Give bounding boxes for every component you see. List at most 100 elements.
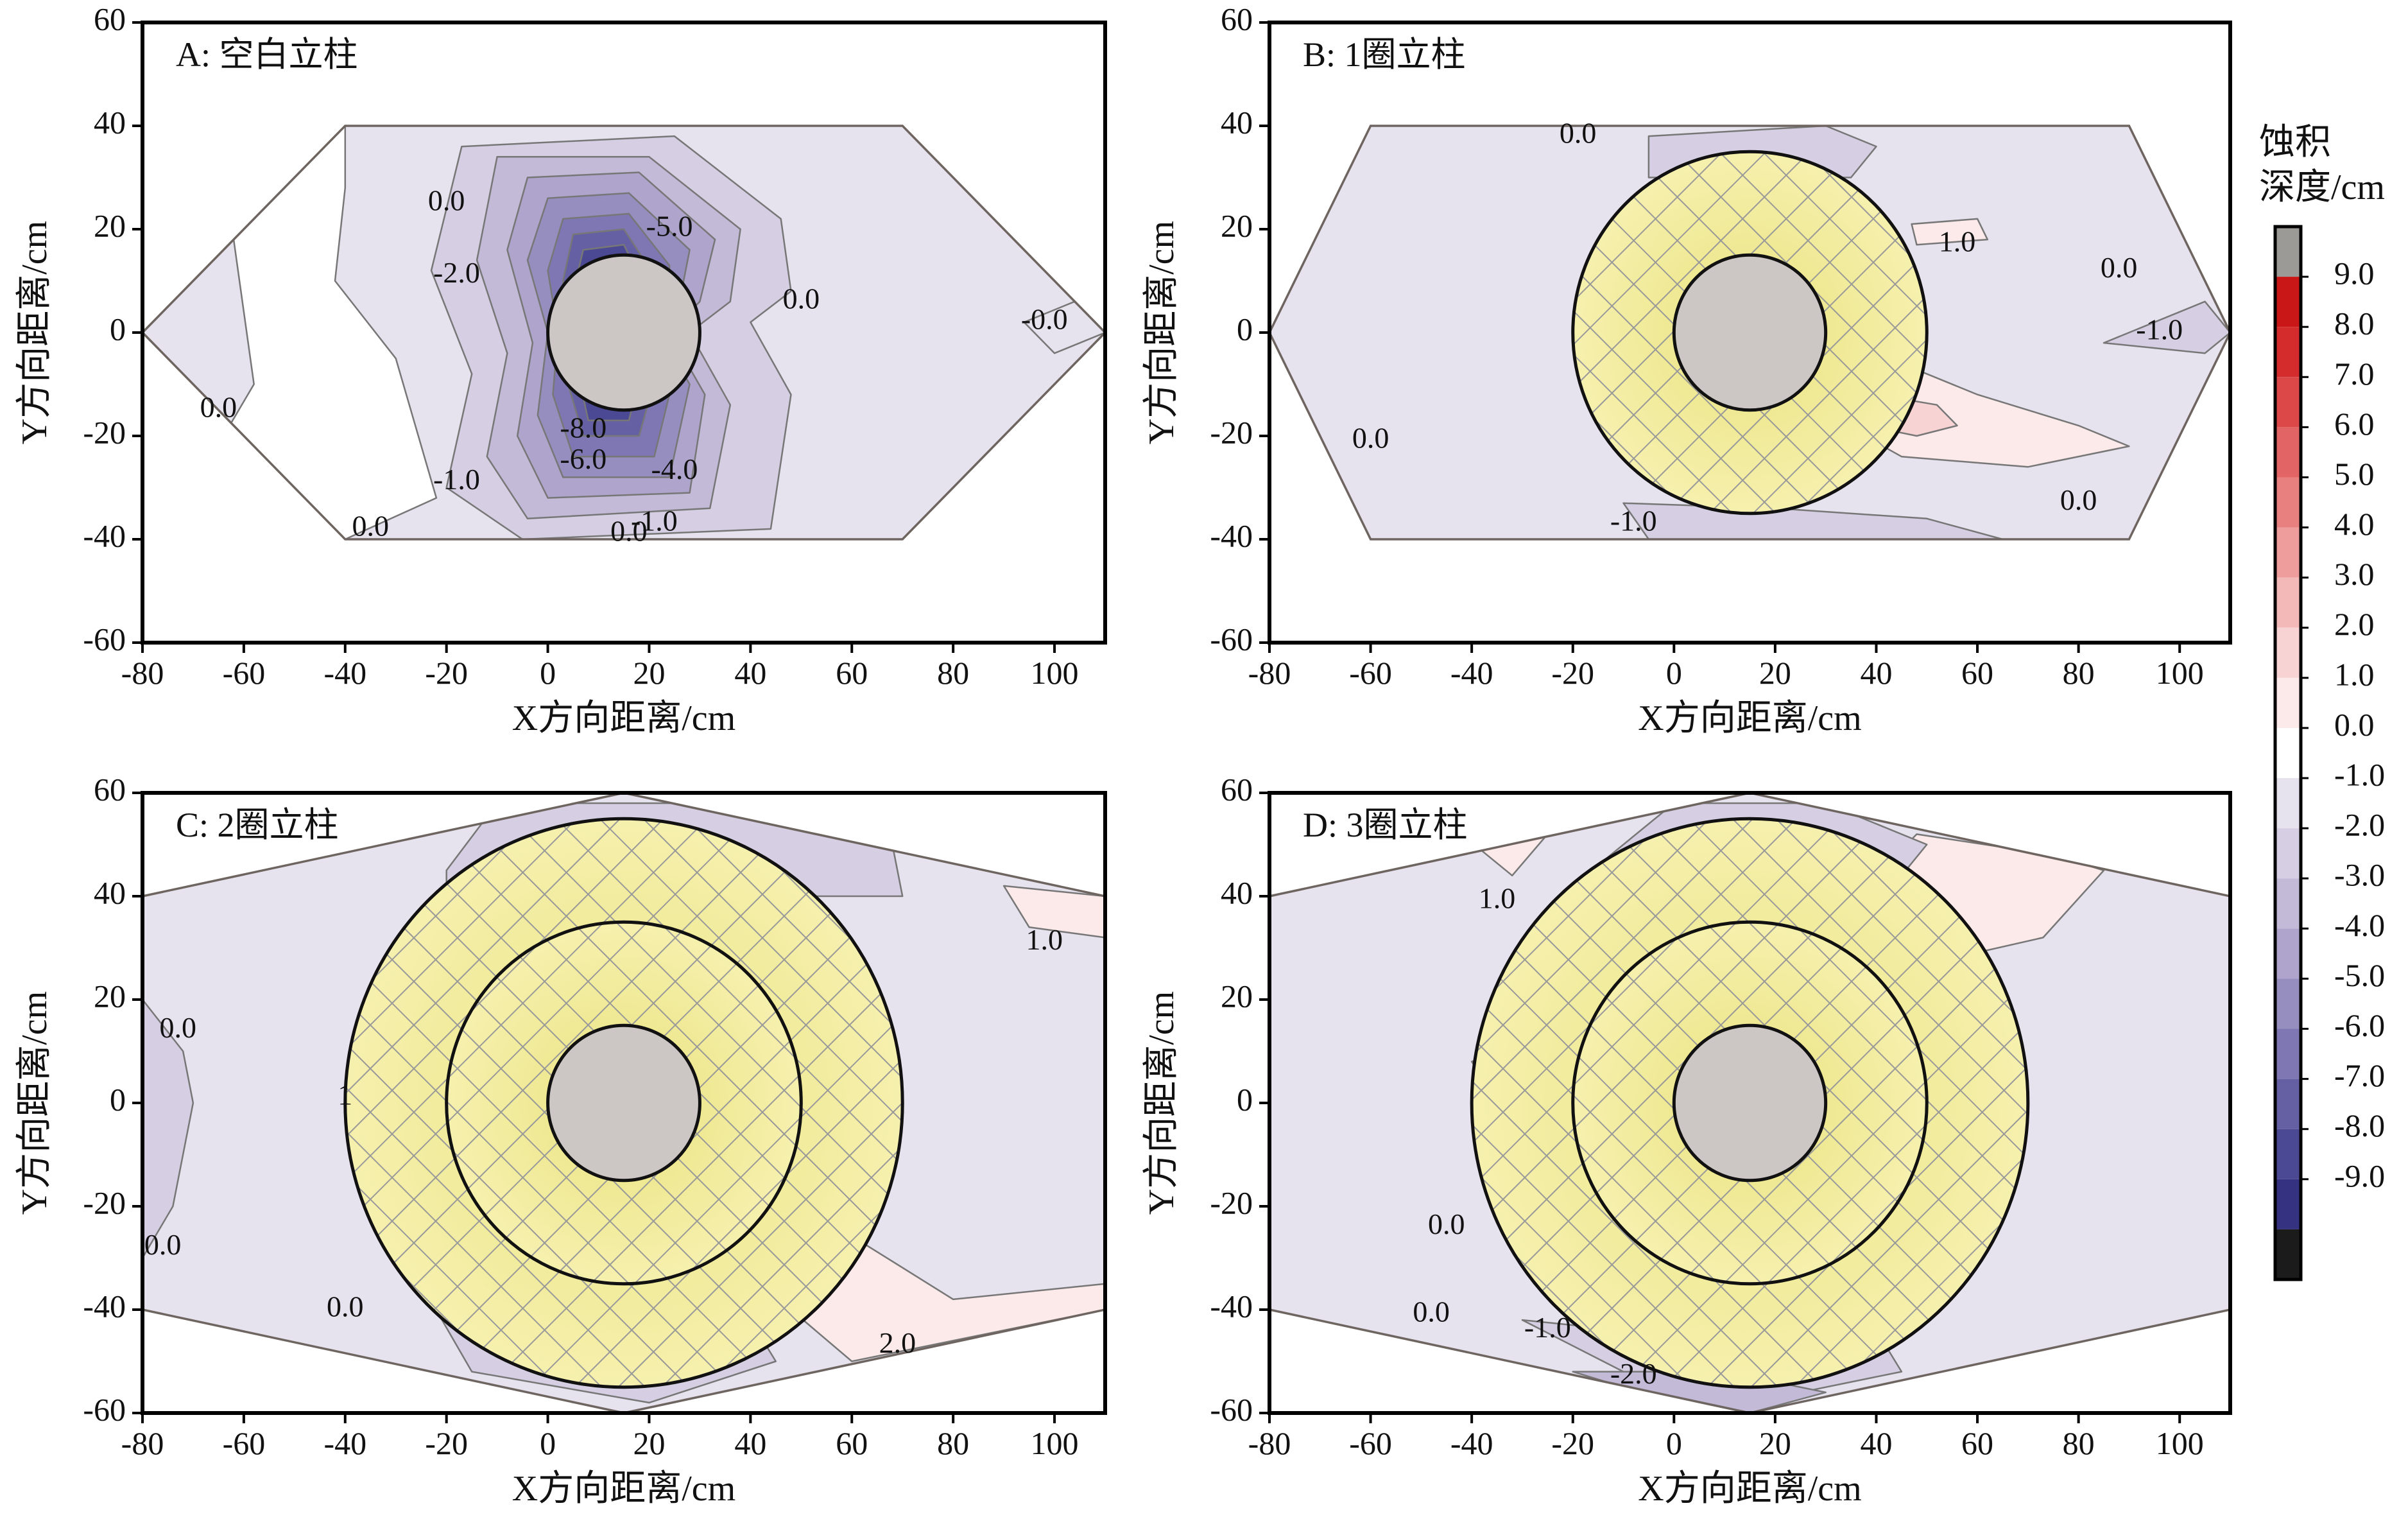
y-tick-label: 0 bbox=[1237, 311, 1253, 347]
colorbar-level-label: 7.0 bbox=[2334, 356, 2375, 392]
x-tick-label: 100 bbox=[2156, 655, 2204, 691]
y-tick-label: -20 bbox=[1210, 414, 1253, 450]
colorbar-labels: 9.0 8.0 7.0 6.0 5.0 4.0 3.0 2.0 1.0 0.0 -1.0 -2.0 -3… bbox=[2301, 256, 2385, 1193]
panel-title: C: 2圈立柱 bbox=[176, 806, 339, 844]
y-tick-label: -40 bbox=[1210, 1288, 1253, 1324]
colorbar-level-label: -1.0 bbox=[2334, 757, 2385, 793]
x-axis-title: X方向距离/cm bbox=[512, 1469, 735, 1509]
x-tick-label: -20 bbox=[1551, 1425, 1594, 1461]
contour-label: -2.0 bbox=[433, 256, 480, 289]
x-tick-label: -20 bbox=[425, 1425, 468, 1461]
colorbar-level-label: 9.0 bbox=[2334, 256, 2375, 291]
colorbar-cell bbox=[2275, 427, 2301, 478]
contour-label: -0.0 bbox=[1021, 302, 1068, 335]
x-tick-label: -80 bbox=[121, 655, 164, 691]
x-tick-label: -80 bbox=[1248, 1425, 1291, 1461]
x-tick-label: -80 bbox=[1248, 655, 1291, 691]
x-tick-label: 40 bbox=[734, 655, 766, 691]
y-tick-label: 20 bbox=[94, 978, 126, 1014]
contour-fill bbox=[1023, 300, 1105, 354]
x-axis-title: X方向距离/cm bbox=[1638, 698, 1861, 738]
x-tick-label: -20 bbox=[1551, 655, 1594, 691]
contour-label: 1.0 bbox=[1479, 882, 1516, 915]
contour-label: 0.0 bbox=[160, 1011, 197, 1044]
contour-label: 0.0 bbox=[783, 282, 820, 315]
colorbar-cell bbox=[2275, 477, 2301, 528]
colorbar-level-label: 8.0 bbox=[2334, 306, 2375, 342]
colorbar-level-label: -3.0 bbox=[2334, 857, 2385, 893]
colorbar-cell bbox=[2275, 1028, 2301, 1079]
y-tick-label: 20 bbox=[1221, 978, 1253, 1014]
y-tick-label: -40 bbox=[83, 1288, 126, 1324]
pillar bbox=[546, 253, 701, 412]
colorbar-cell bbox=[2275, 277, 2301, 327]
panel-title: B: 1圈立柱 bbox=[1303, 35, 1466, 74]
contour-label: 0.0 bbox=[1352, 422, 1389, 455]
x-tick-label: -60 bbox=[223, 655, 266, 691]
colorbar-level-label: 1.0 bbox=[2334, 656, 2375, 692]
colorbar-level-label: -9.0 bbox=[2334, 1158, 2385, 1193]
contour-label: 0.0 bbox=[610, 515, 648, 548]
x-tick-label: 80 bbox=[937, 1425, 969, 1461]
colorbar-cell bbox=[2275, 377, 2301, 428]
colorbar-level-label: 3.0 bbox=[2334, 556, 2375, 592]
colorbar-level-label: -4.0 bbox=[2334, 907, 2385, 943]
colorbar-level-label: 4.0 bbox=[2334, 506, 2375, 542]
colorbar-cells bbox=[2273, 225, 2303, 1281]
contour-label: -1.0 bbox=[433, 463, 480, 496]
y-tick-label: -20 bbox=[83, 414, 126, 450]
contour-label: -5.0 bbox=[646, 210, 693, 243]
contour-label: 0.0 bbox=[144, 1228, 182, 1261]
x-tick-label: 60 bbox=[836, 1425, 868, 1461]
x-tick-label: 20 bbox=[1759, 655, 1791, 691]
y-tick-label: 60 bbox=[1221, 1, 1253, 37]
colorbar-level-label: -7.0 bbox=[2334, 1057, 2385, 1093]
colorbar-level-label: -2.0 bbox=[2334, 807, 2385, 843]
x-tick-label: -40 bbox=[1450, 655, 1493, 691]
contour-labels: 1.0 0.0 0.0 -1.0 -2.0 bbox=[1413, 882, 1656, 1391]
colorbar-frame bbox=[2273, 225, 2303, 1281]
x-tick-label: 20 bbox=[633, 655, 665, 691]
y-tick-label: 40 bbox=[1221, 874, 1253, 910]
contour-label: -6.0 bbox=[560, 442, 606, 475]
x-tick-label: -40 bbox=[1450, 1425, 1493, 1461]
x-axis-title: X方向距离/cm bbox=[1638, 1469, 1861, 1509]
y-tick-label: 40 bbox=[1221, 104, 1253, 140]
colorbar-cell bbox=[2275, 677, 2301, 728]
y-tick-label: 60 bbox=[1221, 771, 1253, 807]
contour-label: 2.0 bbox=[879, 1326, 916, 1359]
panel-d: 1.00.00.0 -1.0-2.0 -80 -60 -40 -20 0 20 40 60 80 1… bbox=[1142, 771, 2232, 1509]
x-tick-label: -40 bbox=[323, 1425, 366, 1461]
y-tick-label: 0 bbox=[110, 1081, 126, 1117]
contour-fill bbox=[2103, 300, 2230, 354]
y-axis-title: Y方向距离/cm bbox=[15, 991, 55, 1215]
y-tick-label: -60 bbox=[1210, 1391, 1253, 1427]
colorbar-level-label: 6.0 bbox=[2334, 406, 2375, 442]
y-axis-title: Y方向距离/cm bbox=[1142, 221, 1182, 444]
x-tick-label: -80 bbox=[121, 1425, 164, 1461]
x-tick-label: 0 bbox=[540, 1425, 556, 1461]
contour-label: -8.0 bbox=[560, 412, 606, 444]
panel-a: 0.0-5.0-2.00.0-0.00.0-8.0-6.0 -4.0-1.00.0… bbox=[15, 1, 1107, 738]
colorbar-level-label: -6.0 bbox=[2334, 1007, 2385, 1043]
x-tick-label: 60 bbox=[1961, 1425, 1993, 1461]
contour-label: -2.0 bbox=[1610, 1357, 1657, 1390]
x-tick-label: -40 bbox=[323, 655, 366, 691]
panel-title: A: 空白立柱 bbox=[176, 35, 358, 74]
colorbar-cell bbox=[2275, 627, 2301, 678]
contour-fill bbox=[142, 895, 194, 1259]
contour-label: 0.0 bbox=[428, 184, 465, 216]
pillar bbox=[546, 1023, 701, 1183]
x-axis-title: X方向距离/cm bbox=[512, 698, 735, 738]
pillar-circle bbox=[546, 253, 701, 412]
colorbar-level-label: -5.0 bbox=[2334, 957, 2385, 993]
x-tick-label: 20 bbox=[633, 1425, 665, 1461]
colorbar-level-label: 2.0 bbox=[2334, 606, 2375, 642]
x-tick-label: 80 bbox=[937, 655, 969, 691]
x-tick-label: 80 bbox=[2063, 1425, 2095, 1461]
y-tick-label: -40 bbox=[1210, 517, 1253, 553]
colorbar-title-line2: 深度/cm bbox=[2259, 168, 2385, 207]
